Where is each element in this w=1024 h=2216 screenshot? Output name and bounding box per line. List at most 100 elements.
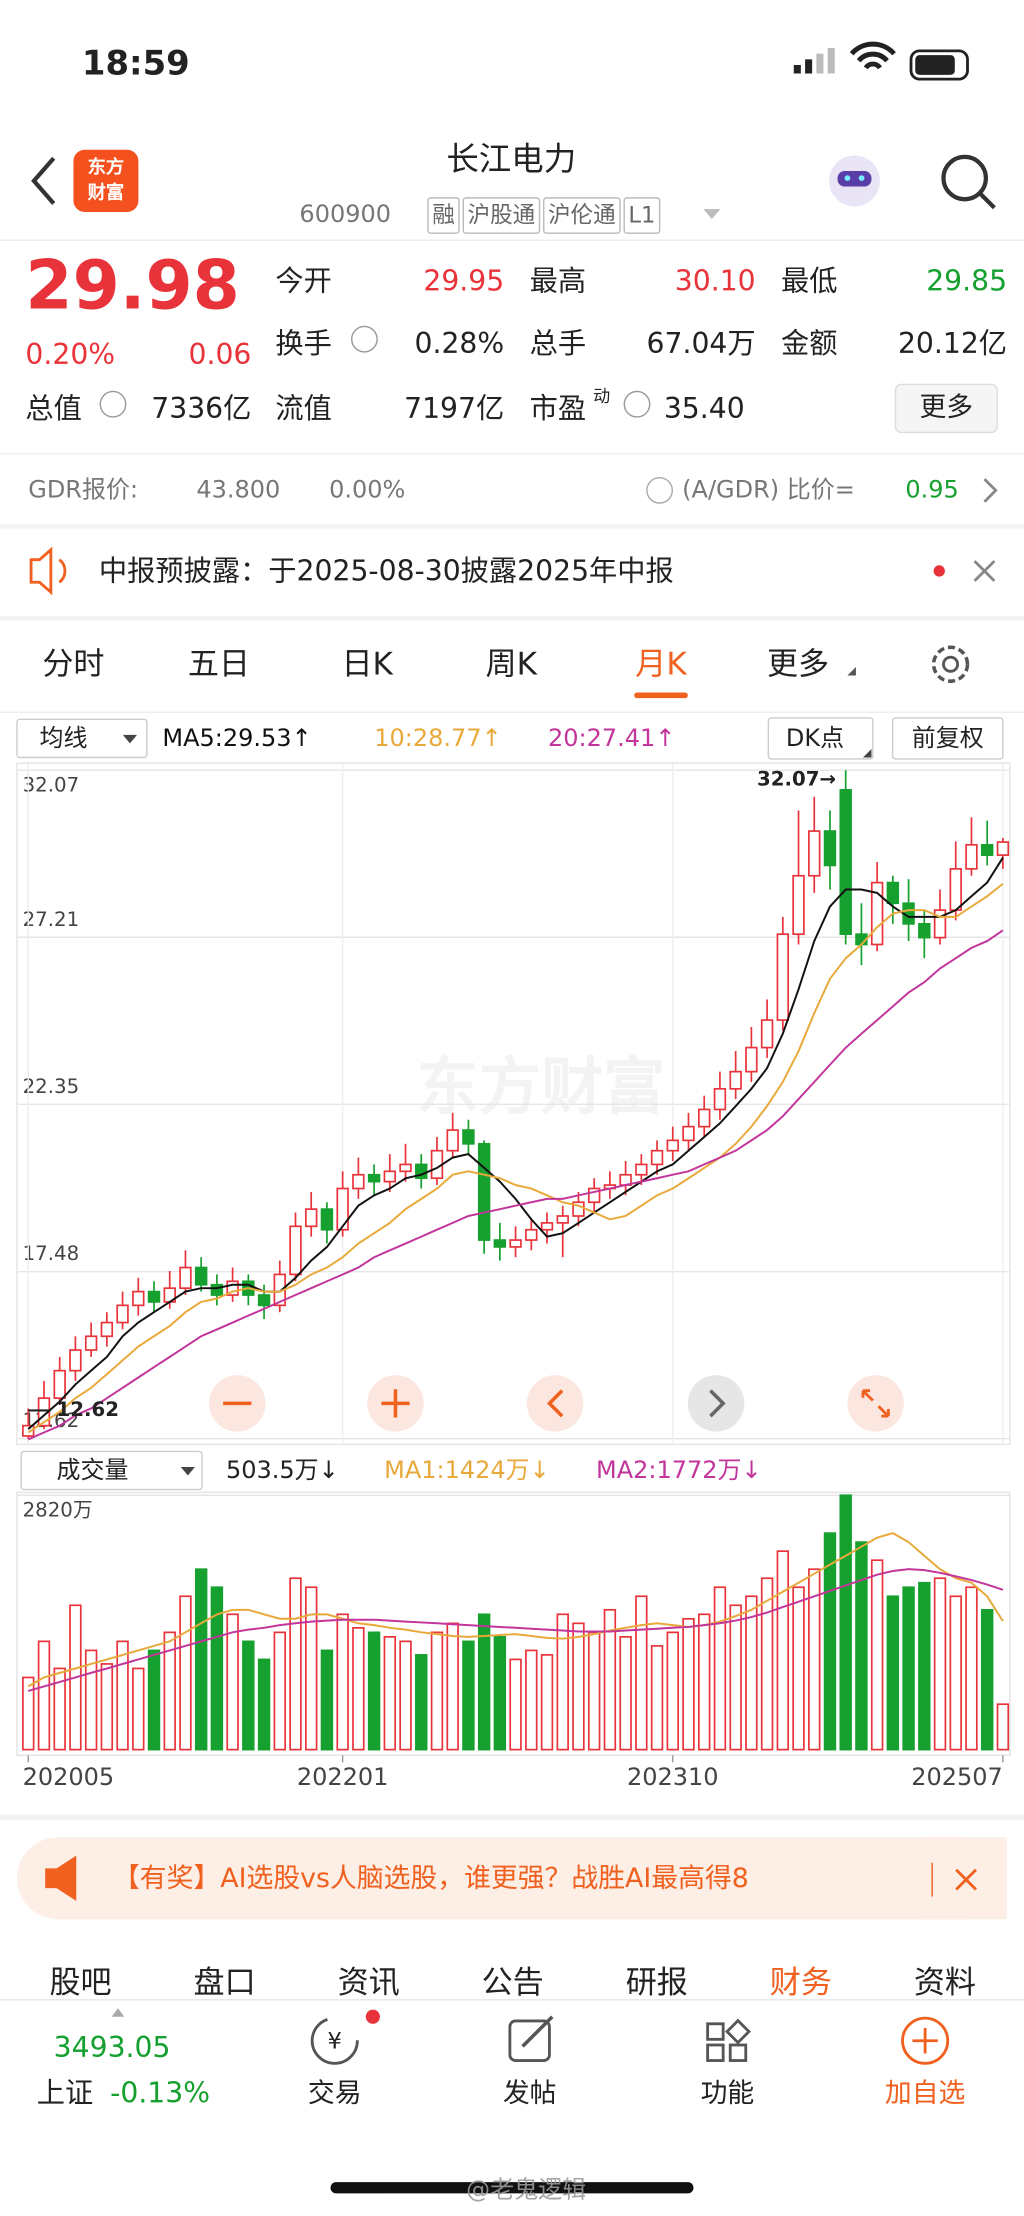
tab[interactable]: 日K [342, 647, 395, 683]
info-tab[interactable]: 资讯 [338, 1965, 400, 2001]
candle-body [666, 1139, 679, 1152]
volume-bar [729, 1604, 742, 1751]
volume-bar [116, 1640, 129, 1751]
tab-active[interactable]: 月K [635, 647, 688, 683]
robot-icon[interactable] [829, 155, 880, 207]
tab[interactable]: 更多 [767, 647, 829, 683]
volume-bar [996, 1703, 1010, 1751]
y-tick-label: 32.07 [23, 773, 80, 796]
help-icon[interactable] [646, 476, 674, 504]
field-label: 最高 [530, 265, 586, 298]
x-tick-label: 202310 [627, 1763, 719, 1791]
left-icon [546, 1389, 564, 1418]
volume-bar [304, 1586, 318, 1751]
candle-body [808, 830, 821, 877]
info-tabs: 股吧 盘口 资讯 公告 研报 财务 资料 [49, 1965, 976, 2001]
info-icon[interactable] [350, 325, 378, 353]
promo-banner[interactable] [16, 1837, 1008, 1920]
chevron[interactable] [983, 478, 998, 503]
more-label[interactable]: 更多 [919, 392, 973, 423]
indicator-select-label[interactable]: 均线 [40, 724, 88, 752]
volume-bar [132, 1667, 145, 1751]
volume-bar [320, 1649, 334, 1751]
nav-label[interactable]: 交易 [308, 2078, 362, 2109]
volume-bar [147, 1649, 161, 1751]
tab[interactable]: 五日 [188, 647, 250, 683]
candle-body [415, 1163, 428, 1180]
close-button[interactable] [973, 560, 996, 582]
field-label: 流值 [275, 392, 331, 425]
adjust-label[interactable]: 前复权 [912, 724, 984, 752]
candle-body [650, 1149, 664, 1166]
candle-body [462, 1129, 475, 1145]
info-icon[interactable] [99, 390, 127, 418]
nav-label[interactable]: 发帖 [503, 2078, 557, 2109]
dk-button[interactable] [767, 717, 874, 760]
volume-select[interactable] [20, 1450, 203, 1491]
battery [909, 49, 969, 81]
post-nav[interactable] [508, 2015, 554, 2062]
volume-bar [430, 1631, 444, 1751]
nav-label[interactable]: 加自选 [885, 2078, 965, 2109]
volume-bar [462, 1640, 475, 1751]
info-tab[interactable]: 研报 [626, 1965, 688, 2001]
gdr-change: 0.00% [329, 475, 405, 503]
legend-item: 20:27.41↑ [548, 724, 675, 752]
info-tab-active[interactable]: 财务 [770, 1965, 832, 2001]
info-tab[interactable]: 公告 [482, 1965, 544, 2001]
logo-text: 财富 [87, 182, 125, 204]
settings-button[interactable] [931, 645, 970, 683]
volume-bar [509, 1658, 522, 1751]
volume-bar [100, 1663, 114, 1751]
info-tab[interactable]: 盘口 [194, 1965, 256, 2001]
adjust-button[interactable] [891, 717, 1004, 760]
volume-bar [839, 1494, 852, 1751]
candle-body [949, 868, 962, 911]
candle-body [587, 1187, 601, 1204]
field-value: 67.04万 [647, 327, 756, 360]
prev-button[interactable] [526, 1375, 584, 1432]
info-tab[interactable]: 股吧 [49, 1965, 111, 2001]
volume-bar [163, 1631, 176, 1751]
corner-arrow [862, 749, 872, 758]
watchlist-nav[interactable] [901, 2016, 950, 2065]
notice-text[interactable]: 中报预披露：于2025-08-30披露2025年中报 [99, 554, 674, 587]
signal-bar [793, 65, 801, 74]
search-button[interactable] [941, 154, 996, 210]
volume-bar [870, 1559, 884, 1751]
function-nav[interactable] [706, 2018, 751, 2062]
dk-label[interactable]: DK点 [786, 724, 844, 752]
field-value: 29.95 [423, 265, 504, 298]
dropdown-arrow[interactable] [703, 209, 721, 220]
info-icon[interactable] [623, 390, 651, 418]
signal-bar [827, 48, 835, 74]
expand-arrow[interactable] [111, 2008, 125, 2017]
next-button[interactable] [687, 1375, 745, 1432]
more-button[interactable] [894, 383, 998, 434]
back-button[interactable] [31, 156, 56, 205]
price-chart: 32.07 27.21 22.35 17.48 12.62 [16, 763, 1010, 1445]
volume-bar [823, 1532, 837, 1751]
divider [0, 524, 1024, 529]
tag-label: 沪股通 [467, 203, 535, 229]
field-label: 最低 [781, 265, 837, 298]
tag-box [462, 197, 541, 234]
banner-close[interactable] [955, 1868, 977, 1891]
candle-body [304, 1208, 318, 1228]
search-lens [941, 154, 988, 202]
y-tick-label: 22.35 [23, 1075, 80, 1098]
info-tab[interactable]: 资料 [914, 1965, 976, 2001]
indicator-select[interactable] [16, 718, 148, 759]
field-label: 换手 [275, 327, 331, 360]
tab[interactable]: 周K [486, 647, 539, 683]
volume-select-label[interactable]: 成交量 [56, 1456, 128, 1484]
banner-text[interactable]: 【有奖】AI选股vs人脑选股，谁更强？战胜AI最高得8 [113, 1863, 749, 1894]
trade-nav[interactable]: ¥ [310, 2009, 380, 2065]
nav-label[interactable]: 功能 [701, 2078, 755, 2109]
fullscreen-button[interactable] [847, 1375, 904, 1432]
field-label: 金额 [781, 327, 837, 360]
unread-dot [933, 565, 945, 577]
volume-bar [855, 1541, 868, 1751]
volume-bar [792, 1586, 805, 1751]
tab[interactable]: 分时 [42, 647, 104, 683]
